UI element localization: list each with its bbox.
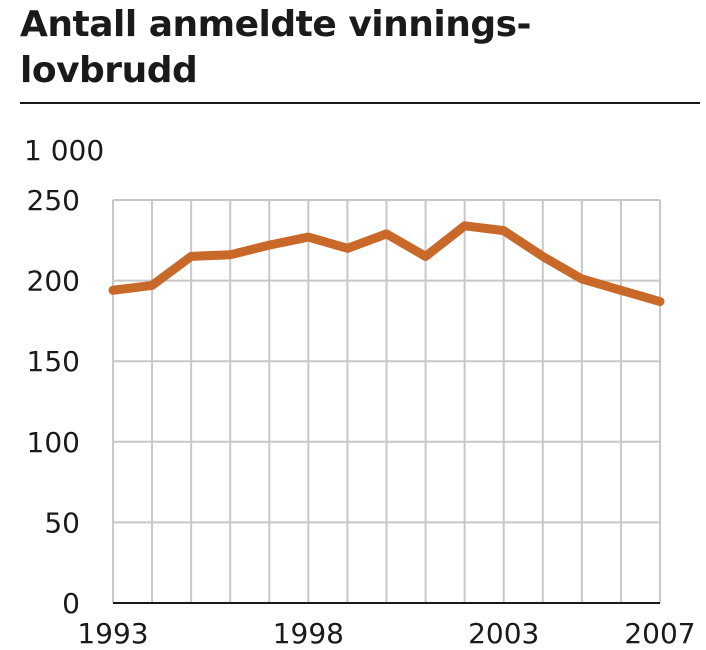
data-point [267, 243, 272, 248]
data-point [618, 288, 623, 293]
data-point [384, 231, 389, 236]
data-point [150, 283, 155, 288]
data-point [658, 299, 662, 304]
y-tick-label: 200 [27, 265, 80, 298]
x-tick-label: 1993 [77, 617, 148, 650]
data-point [306, 235, 311, 240]
x-tick-label: 2003 [468, 617, 539, 650]
series-layer [108, 221, 665, 307]
data-point [111, 288, 115, 293]
data-point [501, 228, 506, 233]
data-point [228, 252, 233, 257]
data-point [462, 223, 467, 228]
x-tick-label: 1998 [273, 617, 344, 650]
y-tick-label: 50 [44, 506, 80, 539]
chart-title: Antall anmeldte vinnings-lovbrudd [20, 4, 532, 91]
data-point [423, 254, 428, 259]
x-axis-tick-labels: 1993 1998 2003 2007 [77, 617, 695, 650]
data-point [189, 254, 194, 259]
y-tick-label: 0 [62, 587, 80, 620]
grid-lines [112, 199, 661, 604]
title-divider [20, 102, 700, 104]
data-point [540, 254, 545, 259]
data-point [579, 276, 584, 281]
y-axis-tick-labels: 0 50 100 150 200 250 [27, 184, 80, 620]
y-tick-label: 150 [27, 345, 80, 378]
y-tick-label: 250 [27, 184, 80, 217]
unit-label: 1 000 [24, 134, 105, 167]
x-tick-label: 2007 [624, 617, 695, 650]
y-tick-label: 100 [27, 426, 80, 459]
data-point [345, 246, 350, 251]
